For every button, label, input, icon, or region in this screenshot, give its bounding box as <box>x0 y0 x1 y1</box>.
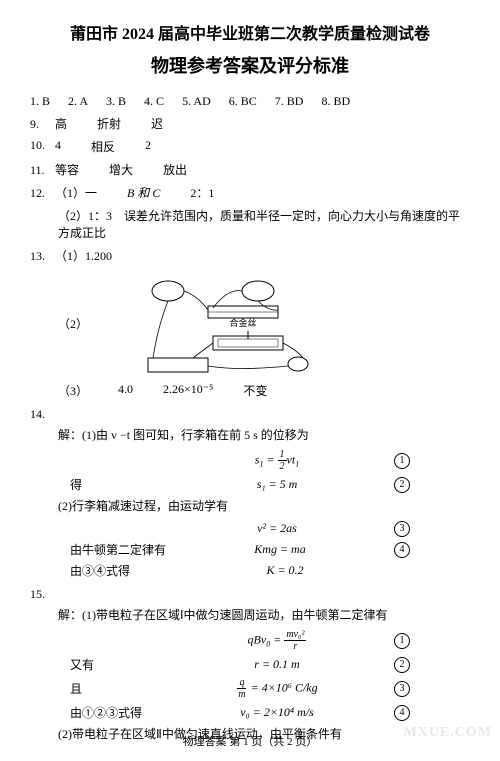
q10-a1: 4 <box>55 138 61 152</box>
q14-eq1: s1 = 12vt1 1 <box>30 449 470 472</box>
mc-item: 3. B <box>106 94 126 109</box>
q15-eq4: 由①②③式得 v₀ = 2×10⁴ m/s 4 <box>30 704 470 721</box>
q14-eq4: 由牛顿第二定律有 Kmg = ma 4 <box>30 541 470 558</box>
eq-left: 得 <box>70 476 160 493</box>
q12-p1-a3: 2：1 <box>190 184 214 201</box>
q15-eq3: 且 qm = 4×10⁶ C/kg 3 <box>30 677 470 700</box>
mc-n: 3. <box>106 94 115 108</box>
q9-a2: 折射 <box>97 115 121 132</box>
eq-center: v² = 2as <box>160 521 394 536</box>
mc-n: 2. <box>68 94 77 108</box>
watermark: MXUE.COM <box>404 725 493 741</box>
eq-marker: 4 <box>394 541 410 558</box>
q-num: 9. <box>30 117 52 132</box>
mc-n: 4. <box>144 94 153 108</box>
mc-a: A <box>79 94 88 108</box>
eq-left: 由①②③式得 <box>70 704 160 721</box>
q13-p3: （3） 4.0 2.26×10⁻⁵ 不变 <box>30 382 470 399</box>
eq-left: 由③④式得 <box>70 562 160 579</box>
eq-marker: 1 <box>394 452 410 469</box>
q9-a3: 迟 <box>151 115 163 132</box>
eq-center: v₀ = 2×10⁴ m/s <box>160 705 394 720</box>
eq-left: 且 <box>70 680 160 697</box>
mc-a: B <box>118 94 126 108</box>
q12-p1: 12. （1）一 B 和 C 2：1 <box>30 184 470 201</box>
q15-num: 15. <box>30 587 470 602</box>
mc-item: 6. BC <box>229 94 257 109</box>
eq-marker: 4 <box>394 704 410 721</box>
q14-part2: (2)行李箱减速过程，由运动学有 <box>30 497 470 514</box>
eq-center: Kmg = ma <box>166 542 394 557</box>
q-num: 13. <box>30 249 52 264</box>
q11-row: 11. 等容 增大 放出 <box>30 161 470 178</box>
q10-a2: 相反 <box>91 138 115 155</box>
q-num: 12. <box>30 186 52 201</box>
mc-item: 7. BD <box>275 94 304 109</box>
eq-center: s₁ = 5 m <box>160 477 394 492</box>
q-num: 10. <box>30 138 52 153</box>
eq-center: qBv0 = mv₀²r <box>160 629 394 652</box>
eq-center: r = 0.1 m <box>160 657 394 672</box>
q12-p1-label: （1）一 <box>55 186 97 200</box>
q11-a2: 增大 <box>109 161 133 178</box>
mc-n: 1. <box>30 94 39 108</box>
q13-p1-text: （1）1.200 <box>55 249 112 263</box>
eq-left: 由牛顿第二定律有 <box>70 541 166 558</box>
q13-p3-label: （3） <box>58 382 88 399</box>
q11-a3: 放出 <box>163 161 187 178</box>
q15-intro: 解：(1)带电粒子在区域Ⅰ中做匀速圆周运动，由牛顿第二定律有 <box>30 606 470 623</box>
mc-n: 5. <box>182 94 191 108</box>
q12-p1-a2: B 和 C <box>127 184 160 201</box>
eq-marker: 2 <box>394 656 410 673</box>
mc-n: 8. <box>321 94 330 108</box>
q-num: 11. <box>30 163 52 178</box>
q10-a3: 2 <box>145 138 151 155</box>
mc-n: 7. <box>275 94 284 108</box>
mc-item: 4. C <box>144 94 164 109</box>
mc-item: 5. AD <box>182 94 211 109</box>
eq-left: 又有 <box>70 656 160 673</box>
mc-item: 2. A <box>68 94 88 109</box>
q10-row: 10. 4 相反 2 <box>30 138 470 155</box>
q9-a1: 高 <box>55 117 67 131</box>
q14-eq3: v² = 2as 3 <box>30 520 470 537</box>
eq-center: K = 0.2 <box>160 563 410 578</box>
eq-marker: 3 <box>394 680 410 697</box>
mc-answers-row: 1. B 2. A 3. B 4. C 5. AD 6. BC 7. BD 8.… <box>30 94 470 109</box>
q14-num: 14. <box>30 407 470 422</box>
q15-eq1: qBv0 = mv₀²r 1 <box>30 629 470 652</box>
mc-a: BC <box>241 94 257 108</box>
eq-center: s1 = 12vt1 <box>160 449 394 472</box>
exam-title: 莆田市 2024 届高中毕业班第二次教学质量检测试卷 <box>30 20 470 44</box>
q14-eq5: 由③④式得 K = 0.2 <box>30 562 470 579</box>
q11-a1: 等容 <box>55 163 79 177</box>
q13-p3-a2: 2.26×10⁻⁵ <box>163 382 213 399</box>
mc-n: 6. <box>229 94 238 108</box>
eq-rhs: = 4×10⁶ C/kg <box>248 680 318 694</box>
mc-a: BD <box>333 94 350 108</box>
eq-center: qm = 4×10⁶ C/kg <box>160 677 394 700</box>
q13-p3-a3: 不变 <box>243 382 267 399</box>
q15-eq2: 又有 r = 0.1 m 2 <box>30 656 470 673</box>
q14-eq2: 得 s₁ = 5 m 2 <box>30 476 470 493</box>
circuit-diagram: 合金丝 <box>138 276 338 376</box>
mc-a: AD <box>193 94 210 108</box>
q13-p1: 13. （1）1.200 <box>30 247 470 264</box>
q13-p2-label: （2） <box>30 315 88 332</box>
mc-item: 1. B <box>30 94 50 109</box>
eq-marker: 1 <box>394 632 410 649</box>
mc-a: BD <box>287 94 304 108</box>
eq-marker: 3 <box>394 520 410 537</box>
diagram-wire-label: 合金丝 <box>230 317 257 328</box>
mc-a: B <box>42 94 50 108</box>
mc-item: 8. BD <box>321 94 350 109</box>
q9-row: 9. 高 折射 迟 <box>30 115 470 132</box>
mc-a: C <box>156 94 164 108</box>
eq-marker: 2 <box>394 476 410 493</box>
q12-p2: （2）1：3 误差允许范围内，质量和半径一定时，向心力大小与角速度的平方成正比 <box>30 207 470 241</box>
q14-intro: 解：(1)由 v −t 图可知，行李箱在前 5 s 的位移为 <box>30 426 470 443</box>
exam-subtitle: 物理参考答案及评分标准 <box>30 52 470 78</box>
q13-p3-a1: 4.0 <box>118 382 133 399</box>
